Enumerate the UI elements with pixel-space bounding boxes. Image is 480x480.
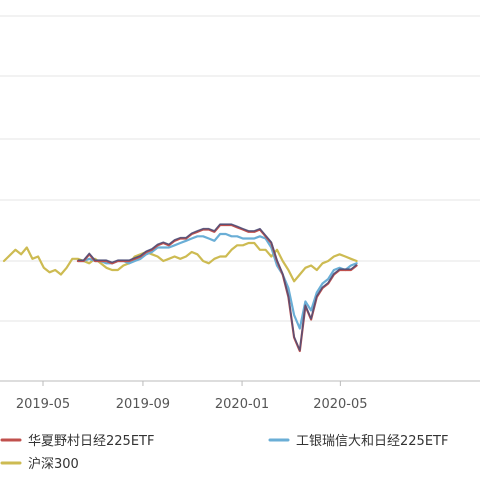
- gridlines: [0, 15, 480, 322]
- x-tick-label: 2019-05: [16, 397, 70, 412]
- series-line-overlay: [77, 223, 358, 351]
- x-tick-label: 2019-09: [116, 397, 170, 412]
- legend-label: 工银瑞信大和日经225ETF: [296, 434, 448, 449]
- legend[interactable]: 华夏野村日经225ETF 工银瑞信大和日经225ETF 沪深300: [0, 434, 448, 472]
- legend-label: 华夏野村日经225ETF: [28, 434, 154, 449]
- series-lines: [2, 223, 358, 353]
- x-tick-label: 2020-01: [215, 397, 269, 412]
- x-tick-label: 2020-05: [313, 397, 367, 412]
- series-line-2[interactable]: [2, 241, 358, 283]
- legend-label: 沪深300: [28, 456, 79, 472]
- legend-item-0[interactable]: 华夏野村日经225ETF: [0, 434, 154, 449]
- x-axis: 2019-05 2019-09 2020-01 2020-05: [0, 380, 480, 412]
- legend-item-2[interactable]: 沪深300: [0, 456, 79, 472]
- series-line-1[interactable]: [76, 232, 358, 330]
- series-line-0[interactable]: [76, 223, 358, 353]
- legend-item-1[interactable]: 工银瑞信大和日经225ETF: [268, 434, 448, 449]
